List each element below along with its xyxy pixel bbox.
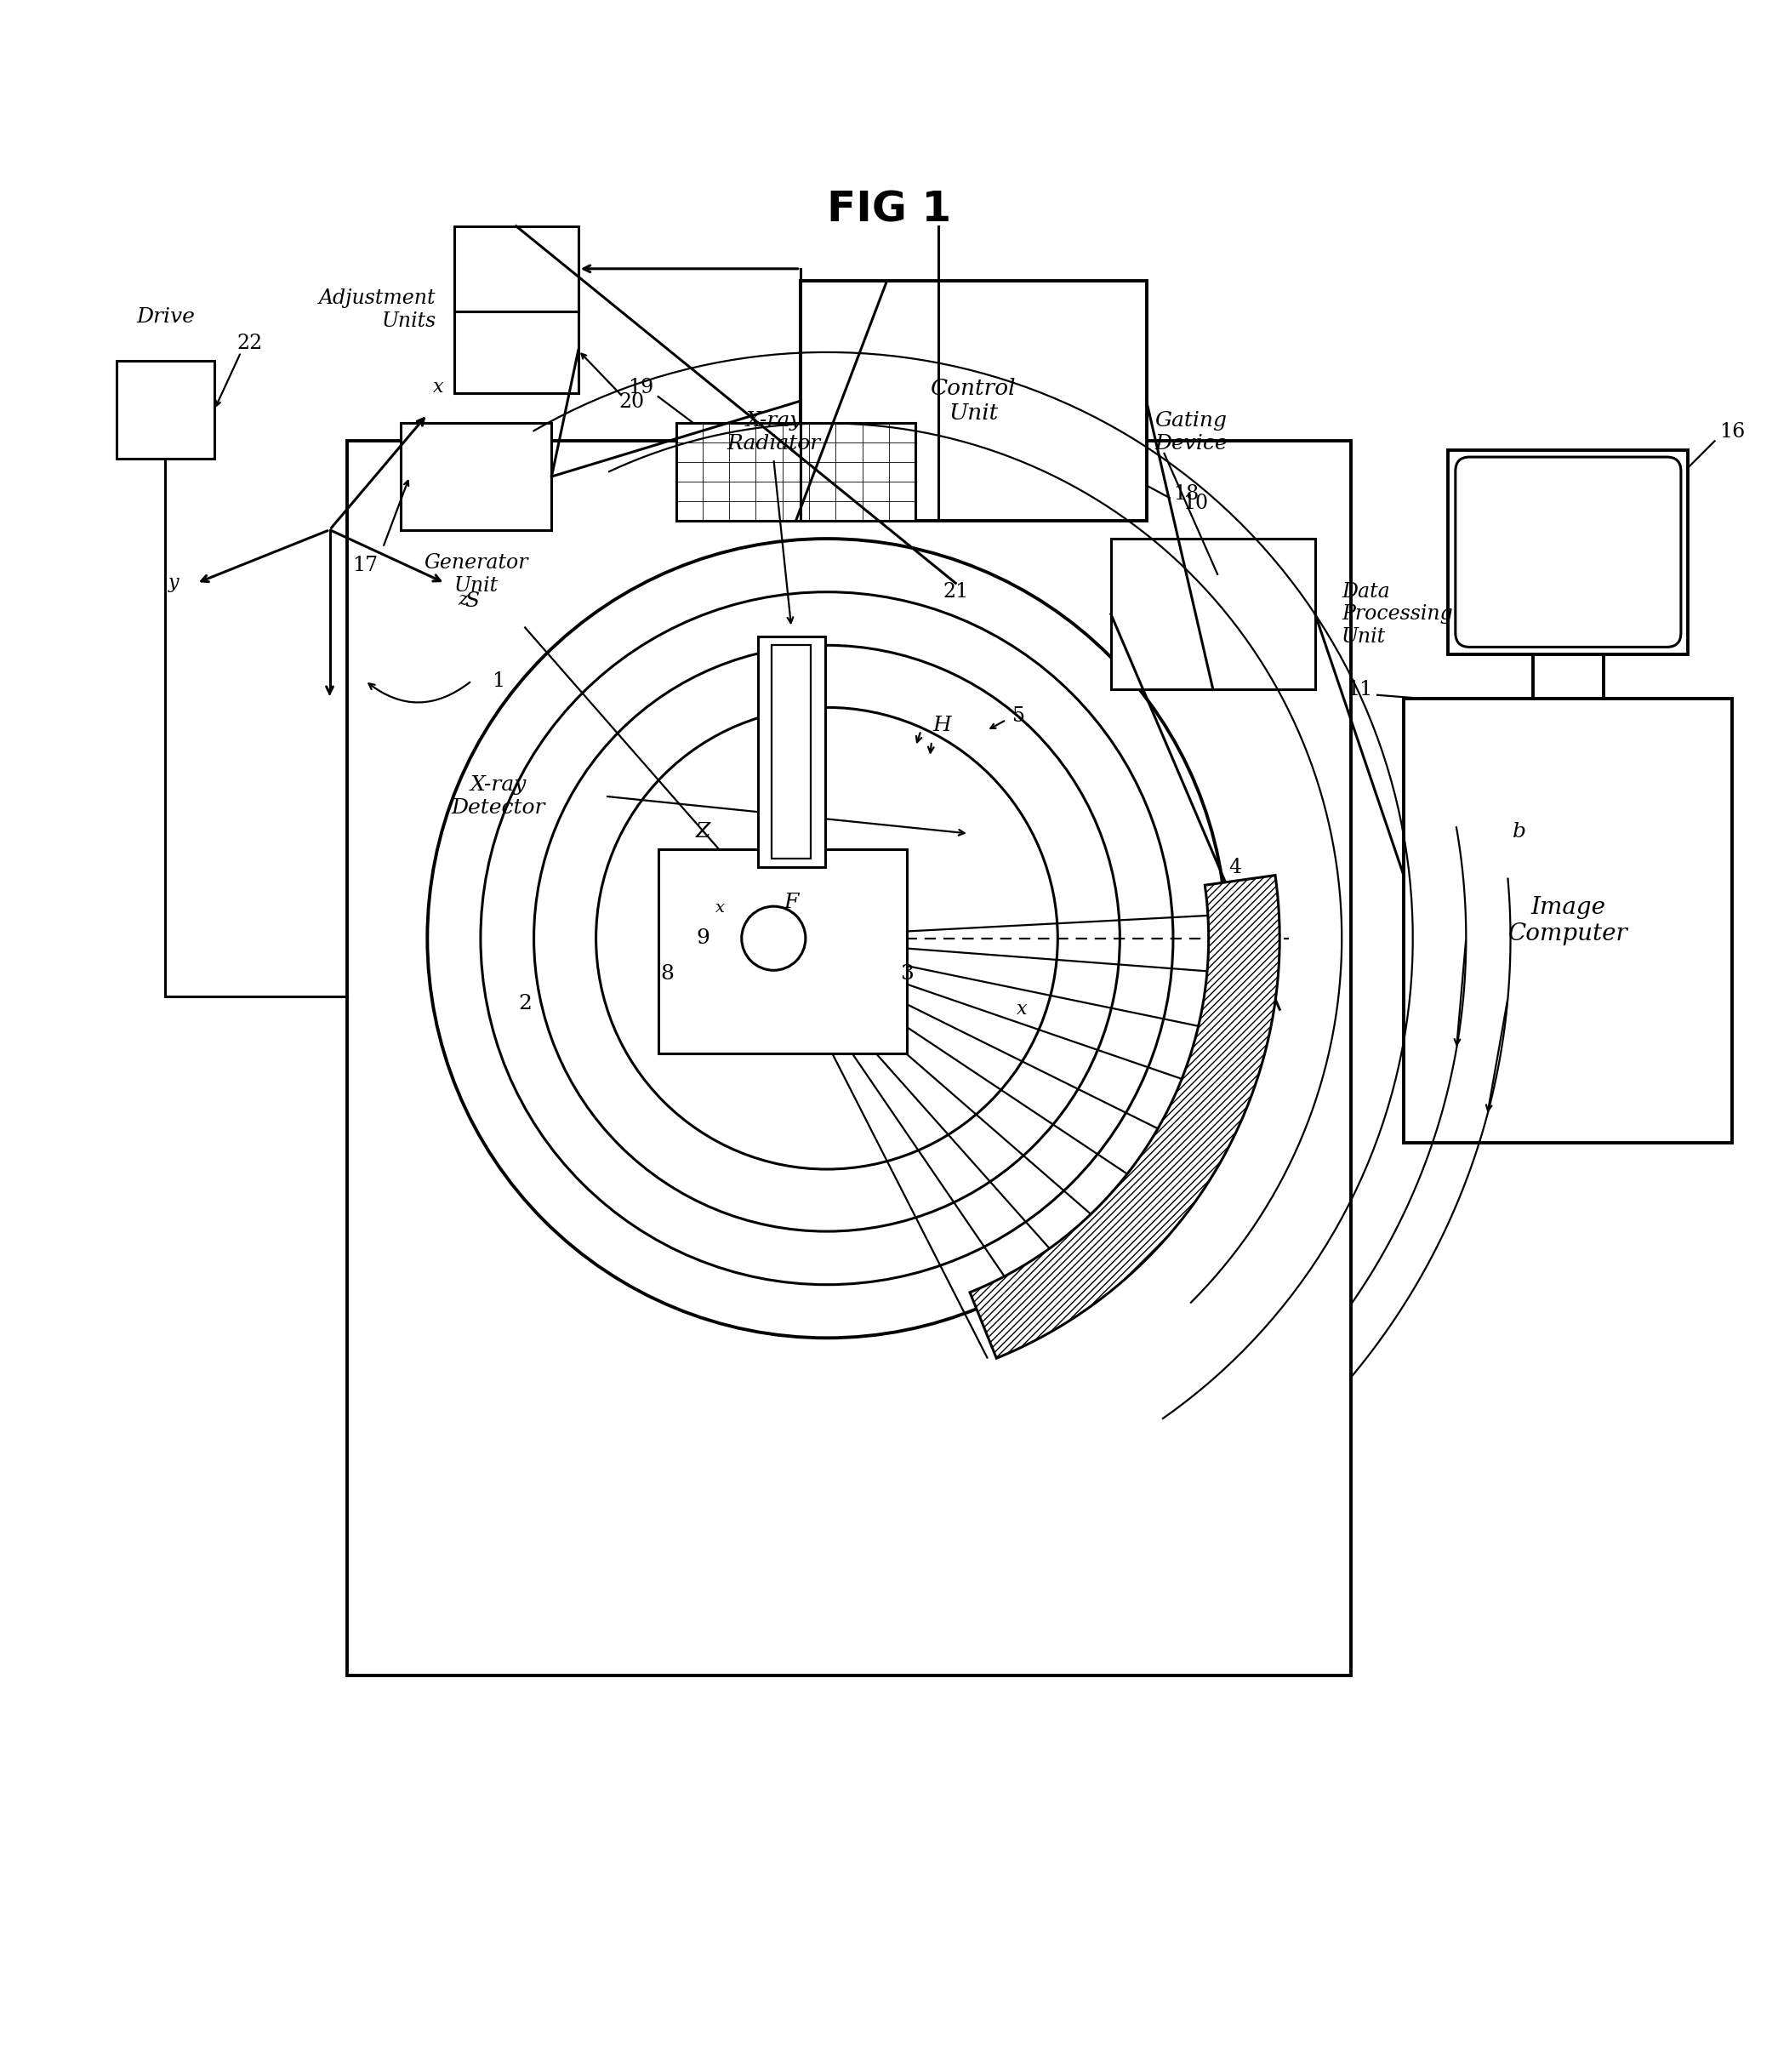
Bar [772, 644, 811, 858]
Text: x: x [715, 901, 725, 916]
Text: X-ray
Radiator: X-ray Radiator [727, 410, 820, 454]
Text: 4: 4 [1229, 858, 1241, 876]
Bar [453, 226, 578, 311]
Text: 17: 17 [352, 555, 379, 576]
Text: 19: 19 [628, 377, 653, 398]
Bar [453, 309, 578, 394]
Text: 8: 8 [660, 963, 674, 984]
Text: z: z [457, 591, 468, 609]
Bar [117, 361, 215, 458]
Text: 10: 10 [1182, 493, 1207, 514]
Text: 2: 2 [517, 995, 532, 1013]
Text: y: y [167, 574, 180, 593]
Text: 9: 9 [695, 928, 709, 949]
Text: 16: 16 [1719, 423, 1746, 441]
Text: 21: 21 [942, 582, 969, 601]
FancyBboxPatch shape [1456, 458, 1680, 646]
Text: 5: 5 [1012, 707, 1024, 725]
Circle shape [741, 905, 805, 970]
Text: Drive: Drive [137, 307, 196, 327]
Text: FIG 1: FIG 1 [827, 191, 951, 230]
Bar [676, 423, 916, 520]
Bar [800, 282, 1147, 520]
Text: Image
Computer: Image Computer [1508, 895, 1629, 945]
Text: 22: 22 [236, 334, 263, 352]
Text: S: S [464, 591, 478, 611]
Text: H: H [933, 715, 951, 736]
Text: 20: 20 [619, 392, 644, 412]
Bar [347, 441, 1351, 1676]
Polygon shape [969, 874, 1280, 1359]
Text: b: b [1513, 823, 1526, 841]
Text: X-ray
Detector: X-ray Detector [452, 775, 546, 816]
Text: Adjustment
Units: Adjustment Units [320, 288, 436, 332]
Text: F: F [784, 893, 798, 912]
Bar [1405, 698, 1732, 1142]
Text: x: x [432, 377, 443, 396]
Text: x: x [1017, 1001, 1028, 1019]
Text: Control
Unit: Control Unit [930, 377, 1015, 425]
Text: Generator
Unit: Generator Unit [425, 553, 528, 595]
Text: Data
Processing
Unit: Data Processing Unit [1342, 582, 1453, 646]
Bar [757, 636, 825, 868]
Bar [658, 850, 907, 1055]
Bar [1111, 539, 1316, 690]
Text: 18: 18 [1173, 485, 1198, 503]
Text: Z: Z [695, 823, 709, 841]
Text: 3: 3 [900, 963, 914, 984]
Bar [400, 423, 551, 530]
Text: Gating
Device: Gating Device [1154, 410, 1227, 454]
Text: 11: 11 [1346, 680, 1373, 700]
Bar [1449, 450, 1687, 655]
Text: 1: 1 [493, 671, 505, 690]
